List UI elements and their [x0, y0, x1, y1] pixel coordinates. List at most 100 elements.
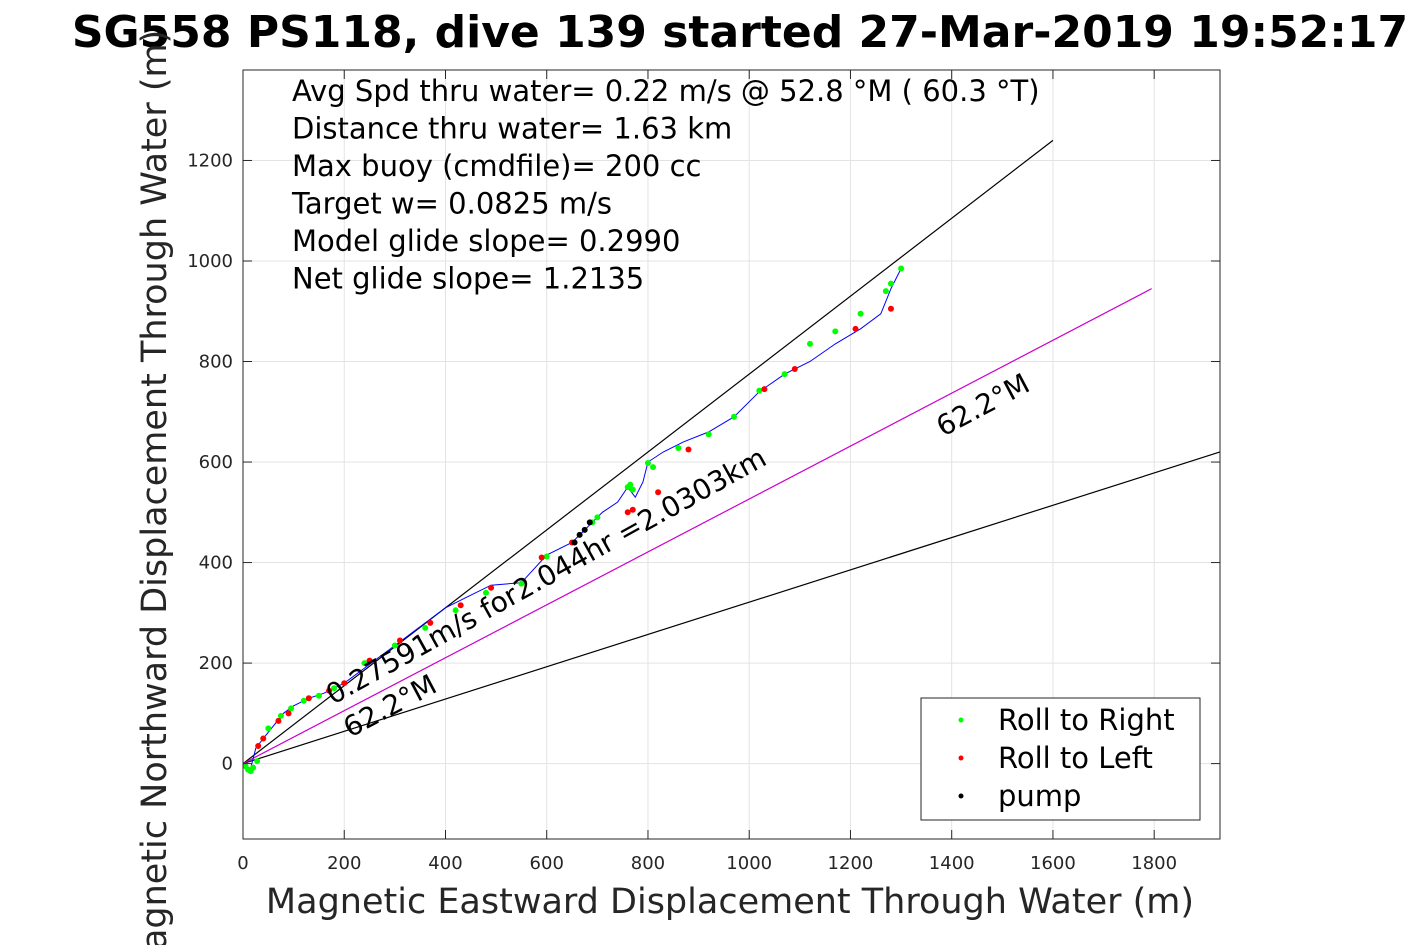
y-tick-label: 200: [199, 653, 233, 674]
annotation-line: Max buoy (cmdfile)= 200 cc: [292, 149, 701, 183]
legend: Roll to Right Roll to Left pump: [920, 697, 1201, 821]
data-point: [391, 642, 398, 649]
y-tick-label: 400: [199, 553, 233, 574]
reference-lines: [242, 139, 1221, 765]
data-point: [254, 758, 261, 765]
data-point: [882, 288, 889, 295]
y-tick-label: 1200: [187, 150, 233, 171]
data-point: [650, 464, 657, 471]
annotation-line: Target w= 0.0825 m/s: [291, 187, 612, 221]
y-tick-label: 800: [199, 352, 233, 373]
data-point: [629, 506, 636, 513]
data-point: [644, 460, 651, 467]
data-point: [586, 519, 593, 526]
data-point: [422, 624, 429, 631]
data-point: [265, 725, 272, 732]
annotation-line: Net glide slope= 1.2135: [292, 262, 644, 296]
annotations: Avg Spd thru water= 0.22 m/s @ 52.8 °M (…: [291, 74, 1040, 296]
x-axis-label: Magnetic Eastward Displacement Through W…: [266, 882, 1194, 922]
data-point: [624, 509, 631, 516]
x-tick-label: 1400: [929, 853, 975, 874]
data-point: [255, 743, 262, 750]
data-point: [761, 386, 768, 393]
data-point: [781, 371, 788, 378]
data-point: [275, 717, 282, 724]
axis-ticks: 0 200 400 600 800 1000 1200 1400 1600 1800 0 200 400…: [187, 70, 1220, 874]
data-point: [675, 444, 682, 451]
data-point: [655, 489, 662, 496]
data-point: [852, 325, 859, 332]
data-point: [576, 531, 583, 538]
data-point: [341, 680, 348, 687]
legend-label: Roll to Right: [998, 703, 1175, 737]
data-point: [457, 602, 464, 609]
data-point: [260, 735, 267, 742]
data-point: [518, 580, 525, 587]
current-label: 0.27591m/s for2.044hr =2.0303km: [320, 441, 771, 711]
reference-line: [242, 451, 1221, 765]
data-point: [482, 589, 489, 596]
x-tick-label: 1000: [726, 853, 772, 874]
data-point: [250, 764, 257, 771]
x-tick-label: 1800: [1131, 853, 1177, 874]
x-tick-label: 400: [428, 853, 462, 874]
data-point: [685, 446, 692, 453]
x-tick-label: 800: [631, 853, 665, 874]
y-tick-label: 0: [222, 754, 233, 775]
data-point: [806, 340, 813, 347]
x-tick-label: 600: [530, 853, 564, 874]
data-point: [581, 526, 588, 533]
data-point: [629, 486, 636, 493]
data-point: [427, 619, 434, 626]
data-point: [571, 539, 578, 546]
data-point: [277, 712, 284, 719]
legend-marker: [958, 755, 964, 761]
data-point: [705, 431, 712, 438]
data-point: [315, 692, 322, 699]
data-point: [791, 366, 798, 373]
y-axis-label: Magnetic Northward Displacement Through …: [135, 30, 175, 945]
data-point: [887, 280, 894, 287]
data-point: [731, 413, 738, 420]
annotation-line: Model glide slope= 0.2990: [292, 224, 680, 258]
plot-frame: [242, 69, 1221, 840]
x-tick-label: 1600: [1030, 853, 1076, 874]
data-point: [627, 481, 634, 488]
data-point: [285, 710, 292, 717]
legend-marker: [958, 793, 964, 799]
data-point: [543, 553, 550, 560]
x-tick-label: 0: [237, 853, 248, 874]
data-point: [305, 695, 312, 702]
data-point: [898, 265, 905, 272]
data-points: [242, 265, 905, 775]
data-point: [452, 607, 459, 614]
data-point: [331, 685, 338, 692]
data-point: [300, 697, 307, 704]
legend-marker: [958, 717, 964, 723]
legend-label: pump: [998, 779, 1081, 813]
legend-label: Roll to Left: [998, 741, 1153, 775]
data-point: [832, 328, 839, 335]
y-tick-label: 1000: [187, 251, 233, 272]
data-point: [594, 514, 601, 521]
data-point: [396, 637, 403, 644]
data-point: [288, 705, 295, 712]
annotation-line: Avg Spd thru water= 0.22 m/s @ 52.8 °M (…: [292, 74, 1040, 108]
data-point: [488, 584, 495, 591]
data-point: [538, 554, 545, 561]
legend-box: [920, 697, 1201, 821]
heading-label-upper: 62.2°M: [931, 367, 1035, 443]
reference-line: [242, 288, 1152, 765]
x-tick-label: 200: [327, 853, 361, 874]
data-point: [361, 660, 368, 667]
reference-line: [242, 139, 1054, 765]
data-point: [887, 305, 894, 312]
data-point: [756, 387, 763, 394]
data-point: [326, 687, 333, 694]
data-point: [366, 657, 373, 664]
grid: [242, 70, 1220, 839]
x-tick-label: 1200: [828, 853, 874, 874]
annotation-line: Distance thru water= 1.63 km: [292, 112, 732, 146]
chart-title: SG558 PS118, dive 139 started 27-Mar-201…: [72, 7, 1408, 58]
